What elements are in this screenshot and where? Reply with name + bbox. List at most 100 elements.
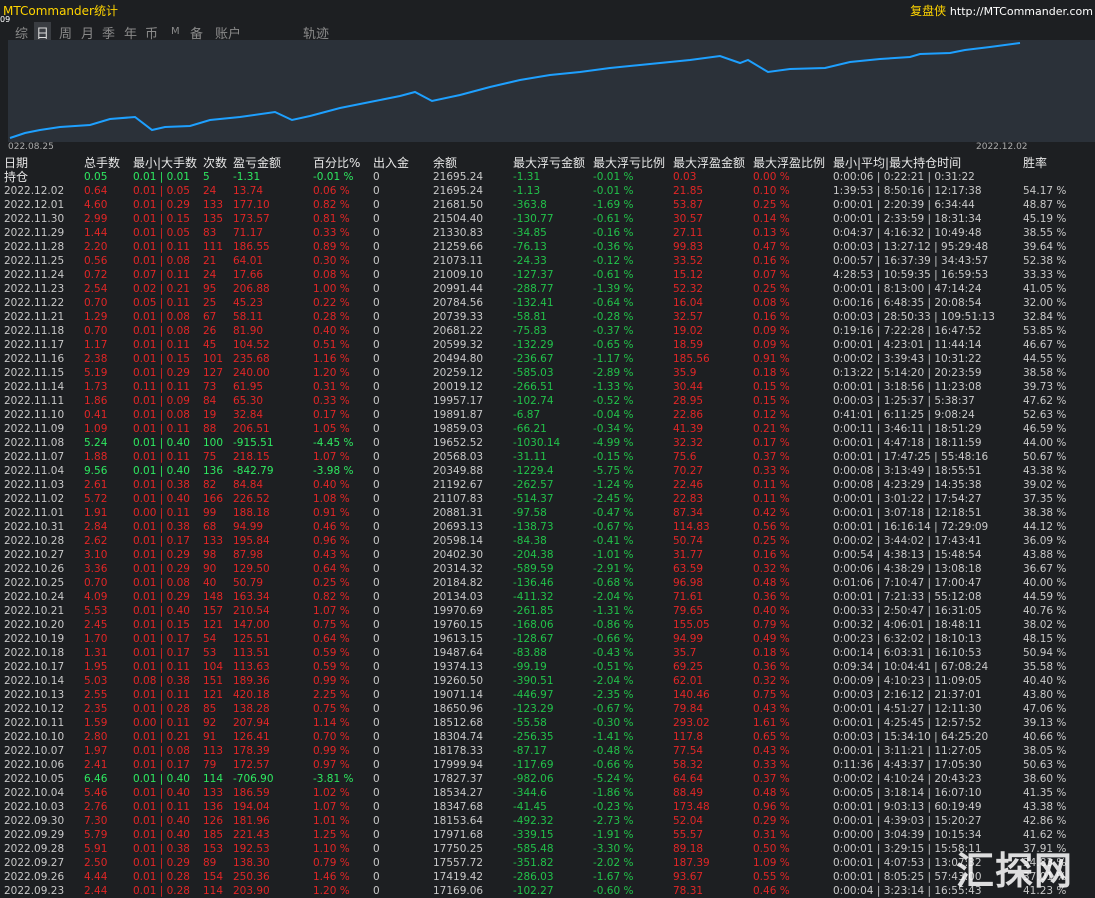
table-cell: 31.77 xyxy=(673,549,704,561)
table-cell: 0.51 % xyxy=(313,339,350,351)
table-cell: 44.00 % xyxy=(1023,437,1067,449)
table-cell: 89.18 xyxy=(673,843,704,855)
table-cell: 45.19 % xyxy=(1023,213,1067,225)
table-cell: 0 xyxy=(373,185,380,197)
tab[interactable]: 月 xyxy=(81,27,95,42)
table-cell: 20681.22 xyxy=(433,325,484,337)
table-cell: 206.51 xyxy=(233,423,270,435)
table-cell: 125.51 xyxy=(233,633,270,645)
table-cell: 20314.32 xyxy=(433,563,484,575)
table-cell: 2022.10.06 xyxy=(4,759,65,771)
table-cell: 2022.11.14 xyxy=(4,381,65,393)
table-cell: 186.55 xyxy=(233,241,270,253)
table-cell: 0 xyxy=(373,675,380,687)
table-cell: 0.70 % xyxy=(313,731,350,743)
tab[interactable]: 日 xyxy=(34,22,52,43)
table-cell: 0.07 % xyxy=(753,269,790,281)
table-cell: -0.65 % xyxy=(593,339,634,351)
table-cell: 0:00:01 | 4:51:27 | 12:11:30 xyxy=(833,703,982,715)
table-cell: -1229.4 xyxy=(513,465,554,477)
table-cell: 0.89 % xyxy=(313,241,350,253)
table-cell: 3.36 xyxy=(84,563,108,575)
table-cell: 0.43 % xyxy=(313,549,350,561)
table-cell: -76.13 xyxy=(513,241,547,253)
table-cell: 2022.10.13 xyxy=(4,689,65,701)
table-cell: 0.16 % xyxy=(753,311,790,323)
table-cell: -0.51 % xyxy=(593,661,634,673)
table-cell: 2.41 xyxy=(84,759,108,771)
table-cell: -3.81 % xyxy=(313,773,354,785)
table-cell: 0.01 | 0.11 xyxy=(133,689,190,701)
tab[interactable]: 季 xyxy=(102,27,116,42)
table-cell: 25 xyxy=(203,297,217,309)
table-cell: 0.40 % xyxy=(313,325,350,337)
table-cell: 75.6 xyxy=(673,451,697,463)
table-cell: -66.21 xyxy=(513,423,547,435)
table-cell: 0.01 | 0.17 xyxy=(133,535,190,547)
table-cell: 2022.10.31 xyxy=(4,521,65,533)
table-cell: 5.24 xyxy=(84,437,108,449)
tab[interactable]: 备 xyxy=(190,27,204,42)
table-cell: 0.01 | 0.15 xyxy=(133,353,190,365)
table-cell: 2022.10.04 xyxy=(4,787,65,799)
table-cell: 0 xyxy=(373,479,380,491)
table-cell: 50.74 xyxy=(673,535,704,547)
table-cell: 40.00 % xyxy=(1023,577,1067,589)
table-cell: 0:00:14 | 6:03:31 | 16:10:53 xyxy=(833,647,982,659)
table-cell: 0 xyxy=(373,521,380,533)
table-cell: 50.63 % xyxy=(1023,759,1067,771)
table-cell: 0.70 xyxy=(84,325,108,337)
table-cell: 0:00:08 | 4:23:29 | 14:35:38 xyxy=(833,479,982,491)
table-cell: 104 xyxy=(203,661,224,673)
table-cell: 0:04:37 | 4:16:32 | 10:49:48 xyxy=(833,227,982,239)
table-cell: 0.42 % xyxy=(753,507,790,519)
table-cell: -128.67 xyxy=(513,633,554,645)
table-cell: 0.00 | 0.11 xyxy=(133,717,190,729)
tab[interactable]: M xyxy=(171,26,180,37)
table-cell: -411.32 xyxy=(513,591,554,603)
table-cell: 0:00:05 | 3:18:14 | 16:07:10 xyxy=(833,787,982,799)
table-cell: 0:11:36 | 4:43:37 | 17:05:30 xyxy=(833,759,982,771)
table-cell: 95 xyxy=(203,283,217,295)
table-cell: 0 xyxy=(373,885,380,897)
tab[interactable]: 轨迹 xyxy=(303,27,330,42)
table-cell: 19374.13 xyxy=(433,661,484,673)
tab[interactable]: 币 xyxy=(145,27,159,42)
table-cell: 0.15 % xyxy=(753,381,790,393)
table-cell: -0.68 % xyxy=(593,577,634,589)
tab[interactable]: 年 xyxy=(124,27,138,42)
table-cell: 41.62 % xyxy=(1023,829,1067,841)
table-cell: 1.61 % xyxy=(753,717,790,729)
brand-link[interactable]: 复盘侠 http://MTCommander.com xyxy=(910,2,1093,19)
table-cell: 0:00:16 | 6:48:35 | 20:08:54 xyxy=(833,297,982,309)
table-cell: 0.79 % xyxy=(313,857,350,869)
table-cell: 30.44 xyxy=(673,381,704,393)
table-cell: -0.47 % xyxy=(593,507,634,519)
tab[interactable]: 综 xyxy=(15,27,29,42)
table-cell: 0.56 xyxy=(84,255,108,267)
table-cell: 218.15 xyxy=(233,451,270,463)
table-cell: 0 xyxy=(373,591,380,603)
table-cell: 0 xyxy=(373,311,380,323)
table-cell: 32.00 % xyxy=(1023,297,1067,309)
table-cell: 100 xyxy=(203,437,224,449)
table-cell: 0:00:02 | 3:44:02 | 17:43:41 xyxy=(833,535,982,547)
table-cell: 0.56 % xyxy=(753,521,790,533)
table-cell: 0 xyxy=(373,871,380,883)
table-cell: -2.02 % xyxy=(593,857,634,869)
table-cell: 50.67 % xyxy=(1023,451,1067,463)
table-cell: 50.79 xyxy=(233,577,264,589)
table-cell: -83.88 xyxy=(513,647,547,659)
table-cell: 1.02 % xyxy=(313,787,350,799)
table-cell: -363.8 xyxy=(513,199,547,211)
table-cell: 94.99 xyxy=(233,521,264,533)
table-cell: 69.25 xyxy=(673,661,704,673)
table-cell: 0.01 | 0.38 xyxy=(133,521,190,533)
tab[interactable]: 账户 xyxy=(215,27,242,42)
tab[interactable]: 周 xyxy=(59,27,73,42)
column-header: 最大浮亏金额 xyxy=(513,156,586,170)
table-cell: 0.01 | 0.11 xyxy=(133,451,190,463)
table-cell: 0:00:06 | 0:22:21 | 0:31:22 xyxy=(833,171,975,183)
table-cell: 221.43 xyxy=(233,829,270,841)
table-cell: 46.67 % xyxy=(1023,339,1067,351)
